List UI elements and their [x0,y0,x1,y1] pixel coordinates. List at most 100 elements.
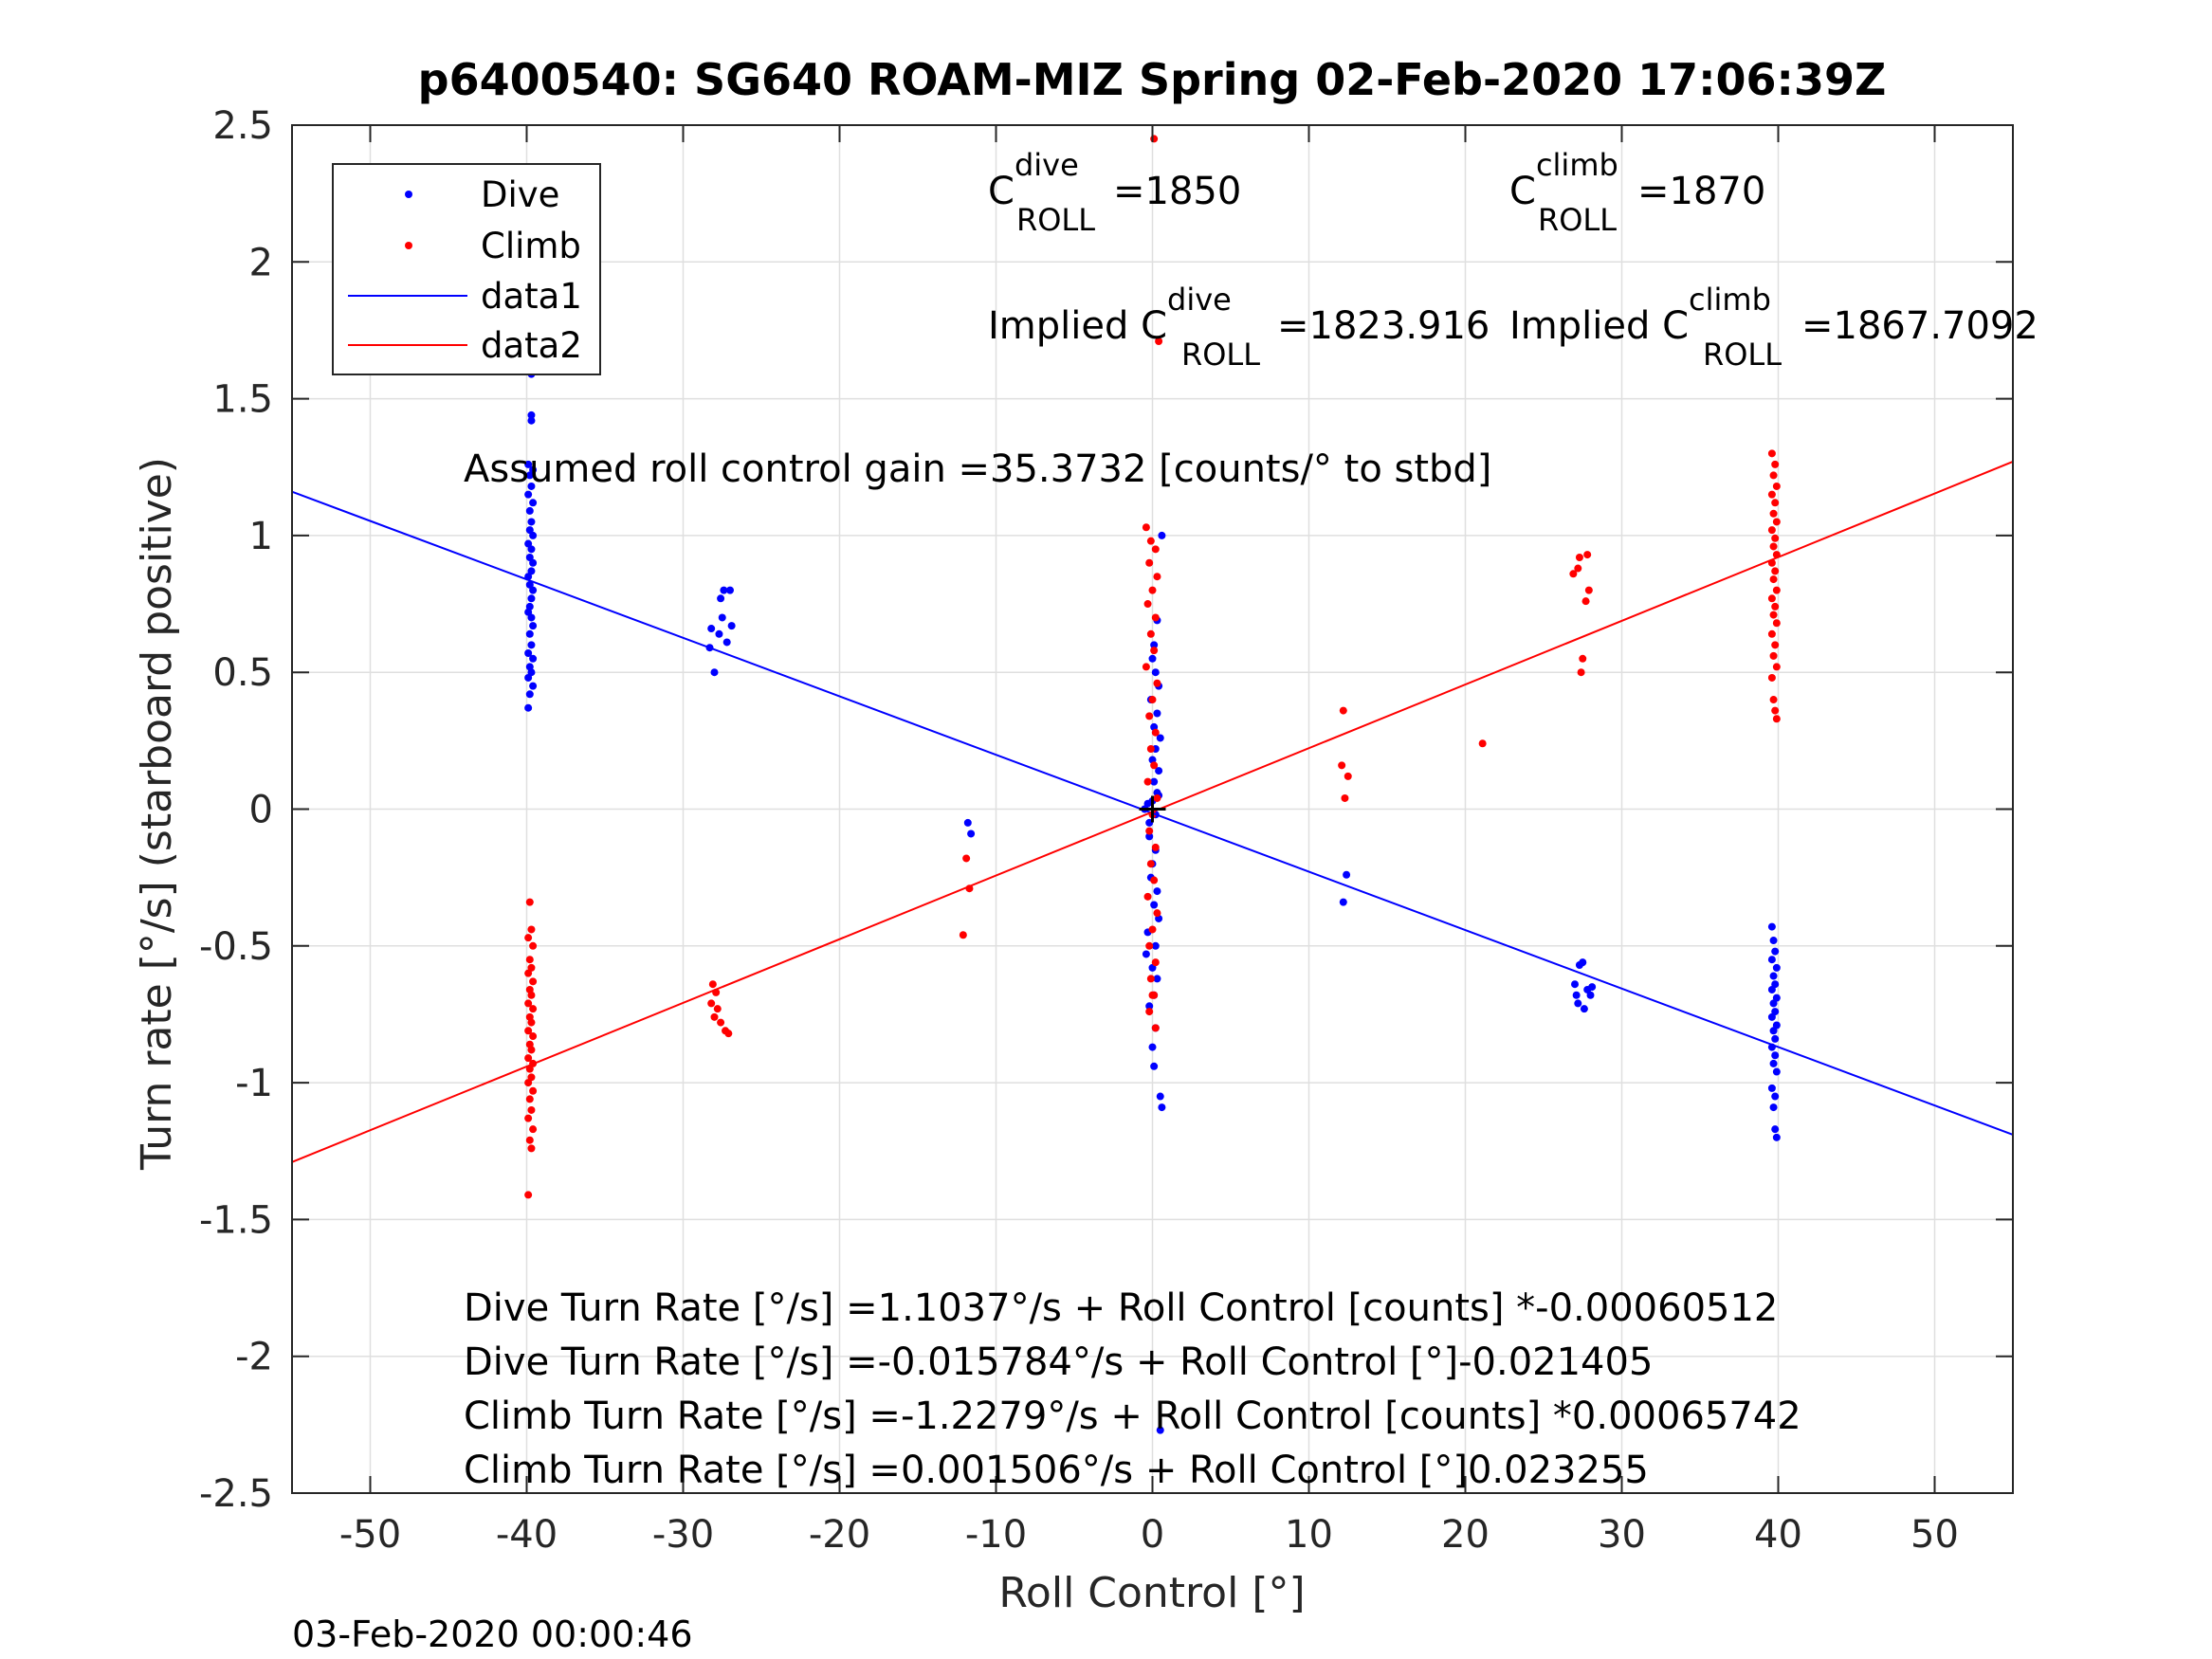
legend-data2-label: data2 [481,325,582,366]
dive-point [963,818,972,827]
c-roll-climb-annotation: Cclimb ROLL=1870 [1509,147,1765,238]
x-axis-label: Roll Control [°] [998,1569,1305,1617]
climb-point [1577,668,1585,677]
dive-point [1148,654,1157,663]
dive-point [727,622,736,630]
chart-title: p6400540: SG640 ROAM-MIZ Spring 02-Feb-2… [418,54,1887,105]
climb-point [1151,613,1160,622]
climb-point [1145,941,1154,950]
dive-point [1579,958,1587,967]
climb-point [1341,793,1349,802]
legend-climb-marker [405,242,412,249]
dive-point [1767,1084,1776,1092]
climb-point [1142,663,1150,671]
dive-point [1769,937,1778,945]
legend-data1-label: data1 [481,276,582,317]
fit-equation-dive-counts: Dive Turn Rate [°/s] =1.1037°/s + Roll C… [464,1286,1778,1330]
dive-point [1151,941,1160,950]
dive-point [1772,1133,1781,1141]
x-tick-label: -30 [652,1513,714,1557]
climb-point [717,1018,725,1027]
climb-point [1145,827,1154,835]
legend: Dive Climb data1 data2 [332,163,601,375]
climb-point [1772,482,1781,490]
climb-point [1150,647,1159,655]
climb-point [707,999,716,1008]
climb-point [1148,696,1157,704]
dive-point [1158,531,1166,539]
climb-point [1153,909,1161,918]
y-tick-label: -2.5 [199,1472,273,1516]
dive-point [1150,777,1159,786]
dive-point [1771,1125,1780,1134]
dive-point [527,482,536,490]
dive-point [1769,1059,1778,1067]
x-tick-label: -10 [965,1513,1027,1557]
dive-point [1767,922,1776,931]
climb-point [529,1125,538,1134]
climb-point [524,1027,533,1035]
climb-point [1769,651,1778,660]
y-tick-label: 0 [249,789,273,832]
x-tick-label: 40 [1754,1513,1802,1557]
climb-point [525,1095,534,1103]
climb-point [1150,761,1159,770]
dive-point [525,690,534,699]
climb-point [1153,679,1161,687]
dive-point [527,641,536,649]
climb-point [1339,706,1347,715]
roll-gain-annotation: Assumed roll control gain =35.3732 [coun… [464,447,1491,491]
dive-point [718,613,726,622]
dive-point [1769,1027,1778,1035]
dive-point [1158,1103,1166,1112]
dive-point [527,545,536,554]
climb-point [1583,551,1592,559]
climb-point [1769,471,1778,480]
dive-point [722,638,731,647]
axis-ticks: -50 -40 -30 -20 -10 0 10 20 30 40 50-2.5-2-1.5-1-0… [199,104,2013,1557]
dive-point [1586,991,1595,999]
climb-point [1581,597,1590,606]
dive-point [525,506,534,515]
dive-point [1153,789,1161,797]
climb-point [1143,892,1152,901]
climb-point [1767,449,1776,458]
climb-point [1767,673,1776,682]
climb-point [1771,460,1780,468]
climb-point [724,1030,733,1038]
dive-point [527,613,536,622]
climb-point [1767,594,1776,603]
climb-point [527,925,536,934]
dive-point [967,830,976,838]
climb-point [713,1005,722,1013]
climb-point [1155,337,1163,345]
climb-point [524,934,533,942]
y-tick-label: -1 [235,1062,273,1105]
climb-point [1145,558,1154,567]
dive-point [1574,999,1582,1008]
climb-point [1769,542,1778,551]
dive-point [527,518,536,526]
climb-point [1771,602,1780,611]
dive-point [720,586,728,594]
y-tick-label: 2 [249,241,273,284]
fit-equation-climb-degrees: Climb Turn Rate [°/s] =0.001506°/s + Rol… [464,1449,1649,1492]
climb-point [527,1105,536,1114]
dive-point [1572,991,1581,999]
x-tick-label: 50 [1910,1513,1959,1557]
climb-point [524,1079,533,1087]
climb-point [1151,1024,1160,1032]
climb-point [529,1086,538,1095]
climb-point [1771,567,1780,575]
climb-point [525,956,534,964]
legend-climb-label: Climb [481,226,581,266]
climb-point [524,1114,533,1122]
climb-point [529,1032,538,1041]
climb-point [1772,518,1781,526]
dive-point [707,625,716,633]
dive-point [1771,1051,1780,1060]
climb-point [710,1012,719,1021]
climb-point [1148,925,1157,934]
y-axis-label: Turn rate [°/s] (starboard positive) [133,457,181,1171]
dive-point [715,629,723,638]
